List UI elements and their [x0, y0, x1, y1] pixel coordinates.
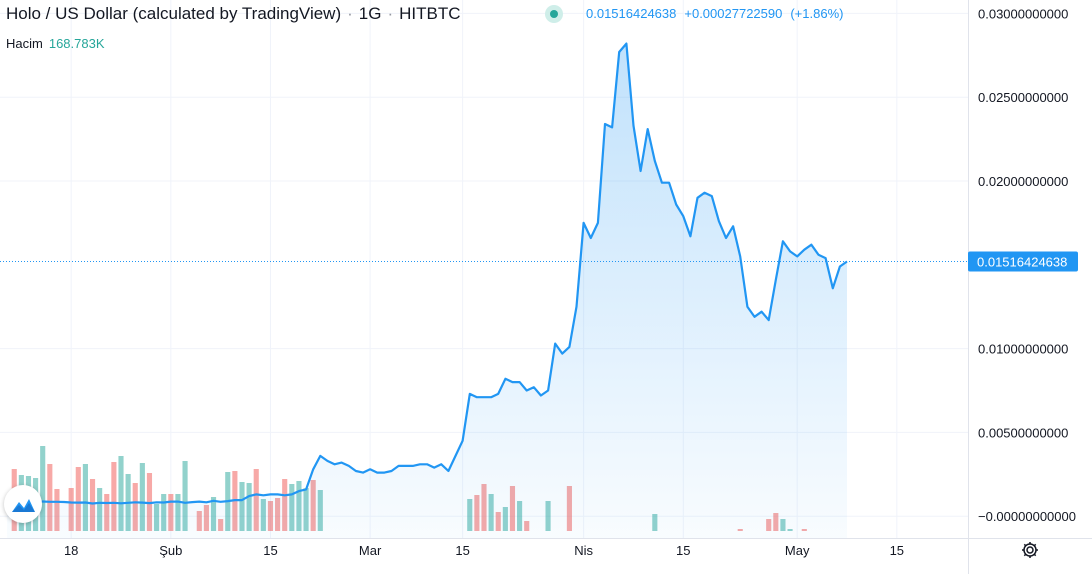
legend-separator: · [347, 4, 353, 23]
x-tick-label: 15 [890, 543, 904, 558]
legend-change: +0.00027722590 [684, 6, 783, 21]
x-tick-label: May [785, 543, 810, 558]
y-tick-label: 0.01000000000 [978, 342, 1068, 357]
legend-separator: · [387, 4, 394, 23]
legend-values: 0.01516424638 +0.00027722590 (+1.86%) [586, 6, 851, 21]
volume-bar [182, 461, 188, 531]
market-status-icon[interactable] [545, 5, 563, 23]
x-tick-label: Mar [359, 543, 382, 558]
y-tick-label: 0.00500000000 [978, 425, 1068, 440]
volume-bar [139, 463, 145, 531]
current-price-badge [968, 251, 1078, 272]
legend-change-pct: (+1.86%) [790, 6, 844, 21]
x-tick-label: 15 [676, 543, 690, 558]
exchange-label: HITBTC [399, 4, 461, 23]
x-tick-label: 18 [64, 543, 78, 558]
volume-bar [82, 464, 88, 531]
x-tick-label: 15 [455, 543, 469, 558]
x-tick-label: Nis [574, 543, 593, 558]
volume-legend: Hacim 168.783K [6, 36, 105, 51]
tradingview-logo-icon[interactable] [4, 485, 42, 523]
chart-legend: Holo / US Dollar (calculated by TradingV… [6, 4, 461, 24]
interval-label[interactable]: 1G [358, 4, 382, 23]
volume-bar [40, 446, 46, 531]
y-tick-label: 0.02000000000 [978, 174, 1068, 189]
gear-icon[interactable] [1020, 540, 1040, 560]
price-line [6, 42, 848, 505]
x-tick-label: Şub [159, 543, 182, 558]
price-area [7, 43, 848, 538]
symbol-name[interactable]: Holo / US Dollar (calculated by TradingV… [6, 4, 342, 23]
volume-bar [118, 456, 124, 531]
volume-bar [111, 462, 117, 531]
volume-label[interactable]: Hacim [6, 36, 43, 51]
current-price-label: 0.01516424638 [977, 254, 1067, 269]
y-tick-label: −0.00000000000 [978, 509, 1076, 524]
y-tick-label: 0.02500000000 [978, 90, 1068, 105]
y-tick-label: 0.03000000000 [978, 6, 1068, 21]
volume-bar [75, 467, 81, 531]
legend-price: 0.01516424638 [586, 6, 677, 21]
volume-bar [47, 464, 53, 531]
volume-value: 168.783K [48, 36, 105, 51]
x-tick-label: 15 [263, 543, 277, 558]
